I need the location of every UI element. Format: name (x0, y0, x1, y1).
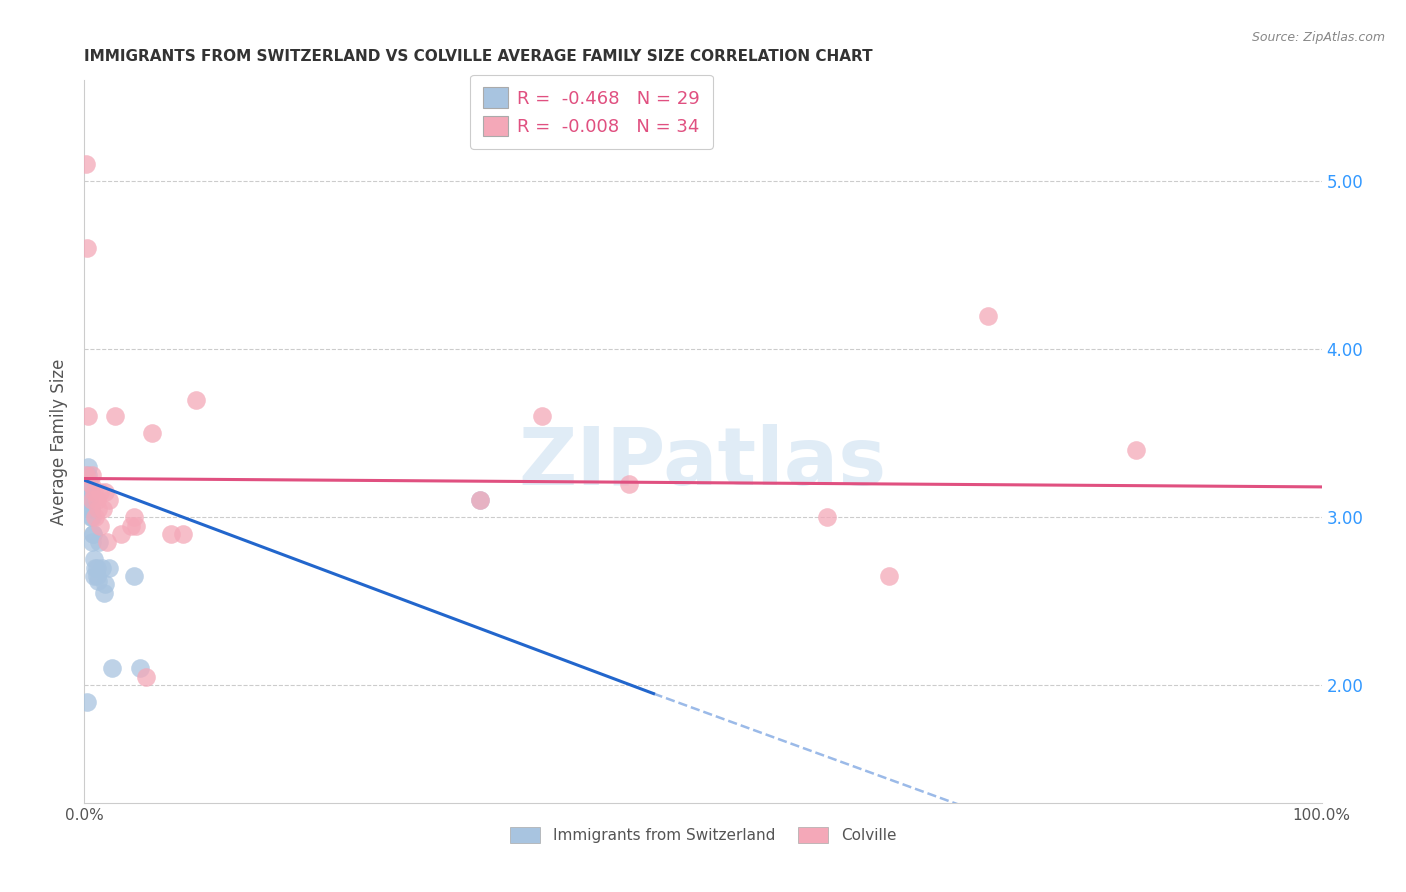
Text: IMMIGRANTS FROM SWITZERLAND VS COLVILLE AVERAGE FAMILY SIZE CORRELATION CHART: IMMIGRANTS FROM SWITZERLAND VS COLVILLE … (84, 49, 873, 64)
Point (80, 493, 103, 508)
Point (89, 485, 111, 500)
Point (77, 468, 100, 483)
Point (877, 569, 900, 583)
Point (77, 409, 100, 424)
Point (172, 527, 194, 541)
Point (141, 426, 163, 441)
Point (87, 574, 110, 588)
Point (79, 476, 101, 491)
Point (79, 501, 101, 516)
Point (75, 157, 97, 171)
Point (84, 510, 107, 524)
Point (470, 493, 492, 508)
Legend: Immigrants from Switzerland, Colville: Immigrants from Switzerland, Colville (503, 822, 903, 849)
Point (89, 535, 111, 549)
Point (80, 535, 103, 549)
Point (80, 510, 103, 524)
Point (100, 661, 122, 675)
Point (160, 527, 183, 541)
Point (76, 695, 98, 709)
Point (815, 510, 838, 524)
Point (91, 501, 114, 516)
Point (98, 560, 121, 574)
Point (184, 392, 207, 407)
Point (470, 493, 492, 508)
Point (90, 560, 112, 574)
Point (98, 493, 121, 508)
Point (125, 518, 148, 533)
Point (135, 670, 157, 684)
Point (83, 552, 105, 566)
Y-axis label: Average Family Size: Average Family Size (51, 359, 69, 524)
Point (617, 476, 640, 491)
Point (83, 485, 105, 500)
Point (1125, 442, 1147, 457)
Point (129, 661, 152, 675)
Point (84, 560, 107, 574)
Point (86, 493, 108, 508)
Point (79, 476, 101, 491)
Point (94, 485, 117, 500)
Point (80, 468, 103, 483)
Text: ZIPatlas: ZIPatlas (519, 425, 887, 502)
Point (87, 501, 110, 516)
Point (79, 493, 101, 508)
Point (75, 468, 97, 483)
Point (89, 518, 111, 533)
Point (79, 510, 101, 524)
Point (83, 569, 105, 583)
Point (96, 535, 118, 549)
Point (79, 501, 101, 516)
Point (531, 409, 554, 424)
Point (86, 560, 108, 574)
Point (76, 241, 98, 255)
Point (76, 493, 98, 508)
Point (122, 569, 145, 583)
Point (122, 510, 145, 524)
Point (82, 527, 104, 541)
Point (104, 409, 127, 424)
Text: Source: ZipAtlas.com: Source: ZipAtlas.com (1251, 31, 1385, 45)
Point (110, 527, 132, 541)
Point (93, 586, 115, 600)
Point (77, 459, 100, 474)
Point (120, 518, 142, 533)
Point (94, 577, 117, 591)
Point (86, 569, 108, 583)
Point (79, 485, 101, 500)
Point (976, 309, 998, 323)
Point (82, 527, 104, 541)
